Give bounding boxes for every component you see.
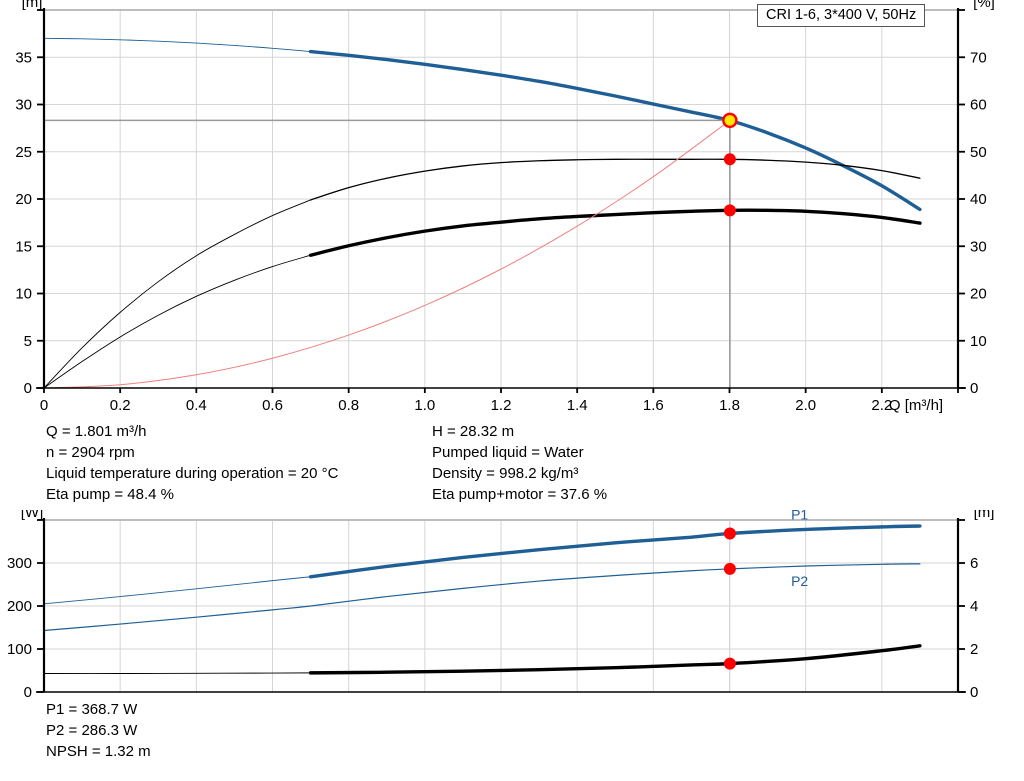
curve-line xyxy=(308,524,922,579)
y-tick-label: 35 xyxy=(15,49,32,66)
y-axis-unit: [m] xyxy=(22,0,43,11)
x-tick-label: 0.8 xyxy=(338,397,359,414)
curve-line xyxy=(308,49,922,212)
y2-tick-label: 50 xyxy=(970,144,987,161)
duty-point-eta-pump-motor xyxy=(723,204,736,217)
y2-tick-label: 0 xyxy=(970,684,978,700)
x-tick-label: 1.8 xyxy=(719,397,740,414)
y2-tick-label: 40 xyxy=(970,191,987,208)
x-tick-label: 0.6 xyxy=(262,397,283,414)
y-tick-label: 5 xyxy=(24,333,32,350)
curve-line-extension xyxy=(43,199,312,389)
curve-line-extension xyxy=(43,37,312,53)
y-tick-label: 10 xyxy=(15,286,32,303)
y-tick-label: 200 xyxy=(7,598,32,615)
power-data-line: P1 = 368.7 W xyxy=(46,701,138,718)
curve-line xyxy=(309,158,921,201)
y2-tick-label: 20 xyxy=(970,286,987,303)
series-tag-p2: P2 xyxy=(791,573,808,589)
series-efficiency-pump-eta xyxy=(43,158,921,389)
x-tick-label: 1.6 xyxy=(643,397,664,414)
series-npsh xyxy=(43,644,922,675)
y2-tick-label: 10 xyxy=(970,333,987,350)
duty-point-p1 xyxy=(723,527,736,540)
operating-data-left-line: n = 2904 rpm xyxy=(46,444,135,461)
y2-tick-label: 2 xyxy=(970,641,978,658)
operating-data-left-line: Eta pump = 48.4 % xyxy=(46,486,174,503)
x-tick-label: 1.0 xyxy=(414,397,435,414)
x-tick-label: 0 xyxy=(40,397,48,414)
power-data-line: P2 = 286.3 W xyxy=(46,722,138,739)
y2-tick-label: 0 xyxy=(970,380,978,397)
curve-line xyxy=(43,563,921,632)
curve-line-extension xyxy=(43,576,312,605)
y-tick-label: 20 xyxy=(15,191,32,208)
y-tick-label: 100 xyxy=(7,641,32,658)
curve-line xyxy=(308,208,922,257)
x-tick-label: 2.0 xyxy=(795,397,816,414)
duty-point-head xyxy=(722,112,738,129)
y-tick-label: 15 xyxy=(15,238,32,255)
series-tag-p1: P1 xyxy=(791,510,808,522)
grid xyxy=(43,519,959,693)
series-p1 xyxy=(43,524,922,605)
y-tick-label: 0 xyxy=(24,684,32,700)
x-tick-label: 0.4 xyxy=(186,397,207,414)
y-axis-unit: [W] xyxy=(21,510,44,521)
y2-tick-label: 60 xyxy=(970,97,987,114)
chart-title-label: CRI 1-6, 3*400 V, 50Hz xyxy=(766,7,917,23)
y2-axis-unit: [%] xyxy=(973,0,995,11)
power-data-line: NPSH = 1.32 m xyxy=(46,743,151,760)
y2-axis-unit: [m] xyxy=(974,510,995,521)
curve-line-extension xyxy=(43,254,312,389)
y2-tick-label: 6 xyxy=(970,555,978,572)
x-axis-title: Q [m³/h] xyxy=(889,397,943,414)
curve-line-extension xyxy=(43,672,312,674)
operating-data-right-line: H = 28.32 m xyxy=(432,423,515,440)
y-tick-label: 30 xyxy=(15,97,32,114)
y2-tick-label: 4 xyxy=(970,598,978,615)
series-efficiency-pump-motor xyxy=(43,208,922,389)
operating-data-right-line: Density = 998.2 kg/m³ xyxy=(432,465,579,482)
x-tick-label: 0.2 xyxy=(110,397,131,414)
duty-point-npsh xyxy=(723,657,736,670)
operating-data-right-line: Pumped liquid = Water xyxy=(432,444,584,461)
chart-title-box: CRI 1-6, 3*400 V, 50Hz xyxy=(757,4,926,27)
operating-data-left-line: Q = 1.801 m³/h xyxy=(46,423,147,440)
x-tick-label: 2.2 xyxy=(871,397,892,414)
y-tick-label: 25 xyxy=(15,144,32,161)
y-tick-label: 0 xyxy=(24,380,32,397)
grid xyxy=(43,9,959,389)
operating-data-right-line: Eta pump+motor = 37.6 % xyxy=(432,486,608,503)
duty-point-eta-pump xyxy=(723,153,736,166)
x-tick-label: 1.2 xyxy=(491,397,512,414)
duty-point-p2 xyxy=(723,562,736,575)
y-tick-label: 300 xyxy=(7,555,32,572)
series-p2 xyxy=(43,563,921,632)
curve-line xyxy=(43,119,731,389)
operating-data-left-line: Liquid temperature during operation = 20… xyxy=(46,465,339,482)
head-efficiency-chart: 0 5 10 15 20 25 30 35 0 10 20 30 40 50 60 70 0 0.2 0.4 0.6 0… xyxy=(15,0,995,414)
y2-tick-label: 70 xyxy=(970,49,987,66)
y2-tick-label: 30 xyxy=(970,238,987,255)
x-tick-label: 1.4 xyxy=(567,397,588,414)
series-system-curve xyxy=(43,119,731,389)
curve-line xyxy=(308,644,922,675)
series-head-curve-h xyxy=(43,37,922,212)
